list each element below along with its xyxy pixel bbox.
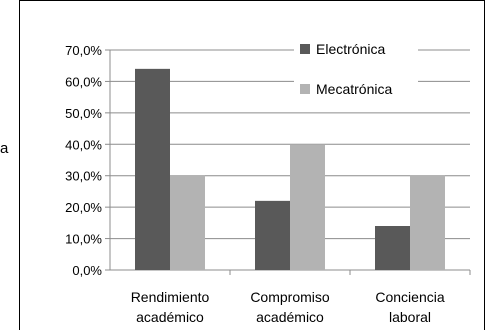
legend-box [294,34,418,104]
x-tick-label: académico [136,309,204,325]
legend-label: Electrónica [316,41,385,57]
stray-text: a [0,140,9,157]
x-tick-label: Conciencia [375,289,444,305]
y-tick-label: 40,0% [65,137,102,152]
y-tick-label: 20,0% [65,200,102,215]
bars [135,68,445,270]
y-tick-labels: 0,0% 10,0% 20,0% 30,0% 40,0% 50,0% 60,0% 70,0% [65,43,102,278]
y-tick-label: 60,0% [65,74,102,89]
y-tick-label: 0,0% [72,263,102,278]
legend: Electrónica Mecatrónica [294,34,418,104]
legend-label: Mecatrónica [316,81,392,97]
bar [170,175,205,270]
x-tick-label: académico [256,309,324,325]
bar [410,175,445,270]
y-tick-label: 50,0% [65,106,102,121]
x-tick-labels: Rendimiento académico Compromiso académico C… [131,289,445,325]
x-tick-label: laboral [389,309,431,325]
legend-swatch [300,84,310,94]
bar [290,144,325,270]
x-tick-label: Compromiso [250,289,330,305]
bar [255,200,290,270]
x-tick-label: Rendimiento [131,289,210,305]
y-tick-label: 10,0% [65,232,102,247]
legend-swatch [300,44,310,54]
bar [135,68,170,270]
y-tick-label: 30,0% [65,169,102,184]
y-tick-label: 70,0% [65,43,102,58]
bar [375,226,410,270]
